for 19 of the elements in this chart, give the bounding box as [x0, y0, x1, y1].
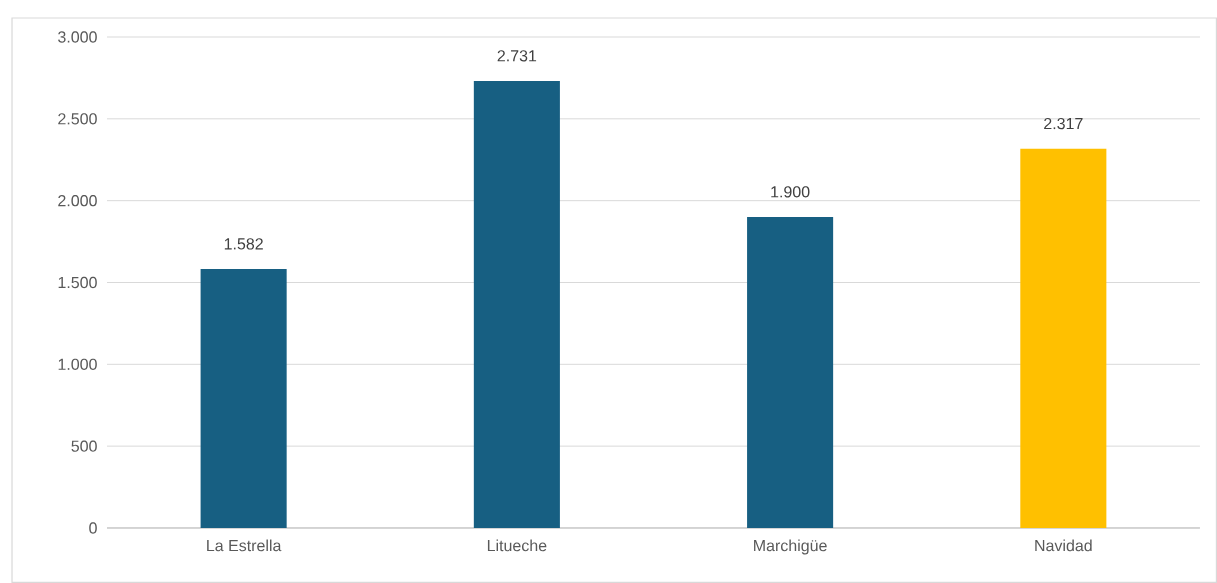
bar [1020, 148, 1107, 528]
data-label: 1.582 [224, 238, 263, 250]
data-label: 2.317 [1044, 117, 1083, 130]
y-tick-label: 0 [89, 522, 97, 534]
y-tick-label: 2.000 [58, 195, 97, 207]
y-tick-label: 500 [71, 440, 97, 452]
data-label: 2.731 [497, 50, 537, 62]
bar [200, 269, 287, 528]
y-tick-label: 3.000 [58, 31, 97, 43]
x-tick-label: Marchigüe [754, 539, 827, 555]
y-tick-label: 2.500 [58, 113, 97, 125]
data-label: 1.900 [771, 186, 810, 198]
x-tick-label: La Estrella [207, 539, 282, 552]
bar [747, 217, 834, 528]
bar [473, 81, 560, 528]
y-tick-label: 1.000 [58, 358, 97, 370]
y-tick-label: 1.500 [58, 276, 97, 289]
x-tick-label: Litueche [487, 539, 547, 552]
x-tick-label: Navidad [1035, 539, 1092, 552]
